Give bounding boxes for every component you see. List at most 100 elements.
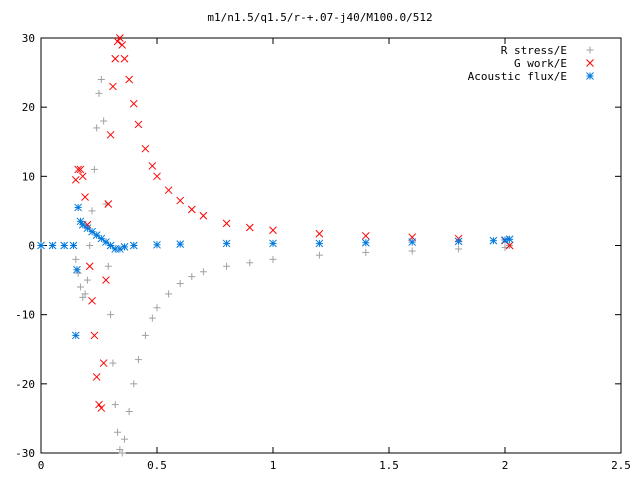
data-point: [116, 34, 124, 42]
data-point: [78, 220, 87, 229]
x-tick-label: 1: [270, 459, 277, 472]
data-point: [92, 373, 101, 381]
x-tick-label: 1.5: [379, 459, 399, 472]
data-point: [125, 75, 134, 84]
series-cross: [71, 34, 514, 412]
data-point: [176, 240, 185, 248]
data-point: [90, 331, 99, 340]
y-tick-label: 10: [22, 170, 35, 183]
chart-title: m1/n1.5/q1.5/r-+.07-j40/M100.0/512: [207, 11, 432, 24]
data-point: [315, 239, 324, 248]
data-point: [134, 120, 143, 129]
data-point: [134, 356, 142, 364]
data-point: [71, 175, 80, 184]
data-point: [88, 207, 96, 215]
x-tick-label: 0: [38, 459, 45, 472]
legend-marker: [586, 59, 594, 67]
data-point: [114, 428, 122, 436]
legend-marker: [586, 72, 594, 80]
data-point: [130, 380, 138, 388]
data-point: [92, 231, 101, 239]
data-point: [505, 235, 514, 244]
data-point: [83, 276, 91, 284]
data-point: [164, 186, 173, 195]
data-point: [106, 241, 115, 250]
data-point: [176, 280, 184, 288]
y-tick-label: 30: [22, 32, 35, 45]
data-point: [88, 296, 96, 305]
data-point: [111, 54, 120, 63]
data-point: [78, 172, 87, 181]
series-plus: [72, 76, 514, 457]
data-point: [120, 243, 129, 251]
data-point: [408, 247, 416, 255]
x-tick-label: 2: [502, 459, 509, 472]
x-tick-label: 2.5: [611, 459, 631, 472]
data-point: [118, 41, 127, 49]
data-point: [455, 245, 463, 253]
legend-label: G work/E: [514, 57, 567, 70]
data-point: [104, 200, 113, 208]
data-point: [81, 193, 89, 201]
data-point: [188, 273, 196, 281]
data-point: [148, 162, 157, 170]
data-point: [86, 242, 94, 249]
y-tick-label: -10: [15, 309, 35, 322]
data-point: [93, 124, 101, 132]
data-point: [222, 219, 231, 228]
data-point: [199, 211, 208, 220]
data-point: [153, 240, 161, 249]
data-point: [141, 144, 150, 153]
data-point: [76, 283, 84, 291]
y-tick-label: 20: [22, 101, 35, 114]
data-point: [111, 401, 119, 409]
data-point: [315, 229, 324, 238]
data-point: [60, 241, 69, 250]
data-points: [37, 34, 514, 457]
data-point: [37, 241, 45, 250]
data-point: [97, 76, 105, 83]
data-point: [165, 290, 173, 298]
data-point: [362, 248, 370, 256]
data-point: [187, 205, 196, 214]
data-point: [361, 238, 370, 247]
data-point: [148, 314, 156, 322]
x-tick-label: 0.5: [147, 459, 167, 472]
data-point: [223, 262, 231, 270]
data-point: [121, 435, 129, 443]
data-point: [269, 255, 277, 263]
data-point: [88, 227, 96, 236]
legend-label: R stress/E: [501, 44, 567, 57]
data-point: [120, 54, 129, 63]
data-point: [106, 130, 115, 139]
legend-label: Acoustic flux/E: [468, 70, 567, 83]
data-point: [246, 259, 254, 267]
legend-marker: [586, 46, 594, 54]
data-point: [81, 290, 89, 298]
data-point: [269, 226, 277, 235]
data-point: [501, 236, 509, 244]
series-star: [37, 203, 514, 340]
data-point: [245, 223, 254, 232]
data-point: [48, 241, 57, 250]
data-point: [95, 400, 103, 409]
data-point: [489, 236, 498, 245]
axis-ticks: 0 0.5 1 1.5 2 2.5 -30 -20 -10 0 10 20 30: [15, 32, 631, 472]
data-point: [109, 82, 117, 91]
y-tick-label: -20: [15, 378, 35, 391]
y-tick-label: -30: [15, 447, 35, 460]
data-point: [102, 238, 110, 246]
y-tick-label: 0: [28, 240, 35, 253]
data-point: [83, 224, 92, 233]
data-point: [222, 239, 231, 248]
data-point: [361, 231, 370, 240]
data-point: [199, 268, 207, 276]
data-point: [104, 262, 112, 270]
data-point: [118, 449, 126, 457]
data-point: [269, 239, 277, 248]
data-point: [85, 262, 94, 271]
data-point: [129, 241, 138, 250]
data-point: [100, 117, 108, 125]
data-point: [109, 359, 117, 367]
